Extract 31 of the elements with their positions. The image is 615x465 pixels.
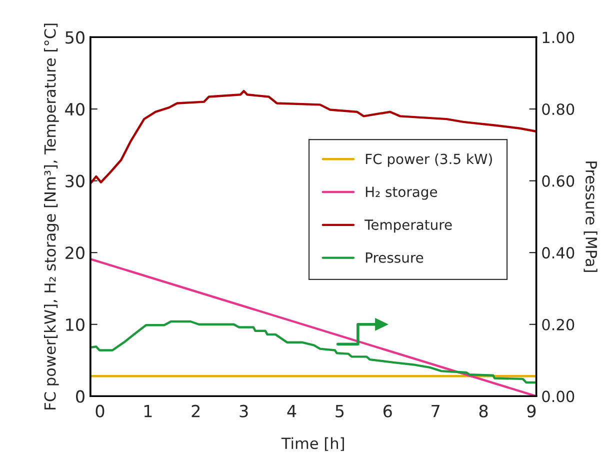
x-tick-label: 1 <box>144 405 152 418</box>
x-tick-label: 3 <box>240 404 248 418</box>
y2-tick-label: 0.00 <box>542 390 574 402</box>
x-tick-label: 2 <box>192 404 200 418</box>
line-series <box>90 320 536 384</box>
x-tick-label: 0 <box>96 404 104 418</box>
legend-label: Pressure <box>366 252 424 263</box>
y2-tick-label: 1.00 <box>542 32 574 44</box>
x-tick-label: 4 <box>287 405 296 418</box>
y2-tick-label: 0.20 <box>542 318 574 330</box>
y-tick-label: 0 <box>76 390 84 403</box>
line-series <box>90 90 536 184</box>
y-tick-label: 20 <box>66 246 84 260</box>
legend-label: FC power (3.5 kW) <box>366 153 492 167</box>
y2-tick-label: 0.40 <box>542 247 574 259</box>
y2-axis-title: Pressure [MPa] <box>584 162 598 272</box>
x-tick-label: 5 <box>336 405 344 418</box>
y-tick-label: 50 <box>66 31 84 44</box>
y2-tick-label: 0.60 <box>542 175 574 187</box>
legend-label: H₂ storage <box>366 186 438 200</box>
y-axis-title: FC power[kW], H₂ storage [Nm³], Temperature [°C] <box>44 24 59 410</box>
y-tick-label: 10 <box>66 318 84 331</box>
x-tick-label: 7 <box>432 405 440 418</box>
x-tick-label: 8 <box>479 404 488 418</box>
y-tick-label: 30 <box>66 174 84 188</box>
legend-label: Temperature <box>364 220 452 233</box>
y-tick-label: 40 <box>65 102 84 116</box>
x-tick-label: 6 <box>384 404 392 418</box>
x-axis-title: Time [h] <box>281 437 344 451</box>
y2-tick-label: 0.80 <box>542 103 574 116</box>
x-tick-label: 9 <box>527 404 536 418</box>
